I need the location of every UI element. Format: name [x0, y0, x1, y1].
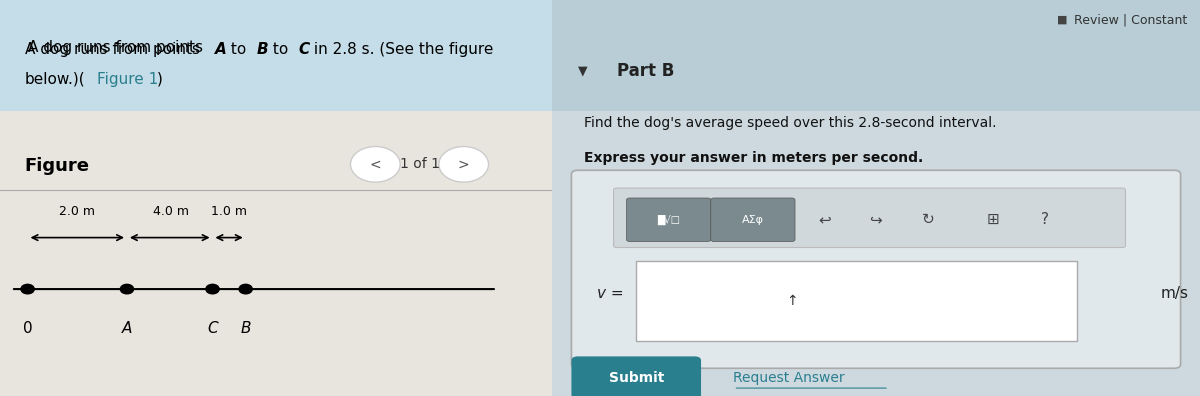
- Text: C: C: [208, 321, 218, 336]
- Text: to: to: [268, 42, 293, 57]
- FancyBboxPatch shape: [626, 198, 710, 242]
- Text: ): ): [157, 72, 163, 87]
- FancyBboxPatch shape: [710, 198, 796, 242]
- Text: Figure 1: Figure 1: [96, 72, 158, 87]
- Circle shape: [120, 284, 133, 294]
- FancyBboxPatch shape: [552, 0, 1200, 111]
- Text: Figure: Figure: [25, 157, 90, 175]
- Text: ΑΣφ: ΑΣφ: [742, 215, 764, 225]
- Text: A dog runs from points: A dog runs from points: [25, 42, 205, 57]
- Circle shape: [439, 147, 488, 182]
- Text: v =: v =: [598, 286, 624, 301]
- Text: 1 of 1: 1 of 1: [400, 157, 439, 171]
- Text: C: C: [298, 42, 310, 57]
- Text: Find the dog's average speed over this 2.8-second interval.: Find the dog's average speed over this 2…: [584, 116, 997, 130]
- FancyBboxPatch shape: [552, 0, 1200, 396]
- FancyBboxPatch shape: [571, 356, 701, 396]
- Text: Review | Constant: Review | Constant: [1074, 13, 1187, 26]
- Text: below.)(: below.)(: [25, 72, 85, 87]
- Circle shape: [350, 147, 401, 182]
- Text: ■: ■: [1057, 15, 1068, 25]
- Text: 2.0 m: 2.0 m: [59, 205, 95, 218]
- Text: A dog runs from points: A dog runs from points: [28, 40, 208, 55]
- Text: 1.0 m: 1.0 m: [211, 205, 247, 218]
- Text: ?: ?: [1040, 212, 1049, 227]
- FancyBboxPatch shape: [613, 188, 1126, 248]
- Text: Request Answer: Request Answer: [733, 371, 845, 385]
- Text: >: >: [458, 157, 469, 171]
- Text: Part B: Part B: [617, 62, 674, 80]
- Text: m/s: m/s: [1162, 286, 1189, 301]
- FancyBboxPatch shape: [636, 261, 1076, 341]
- Text: <: <: [370, 157, 382, 171]
- Circle shape: [206, 284, 220, 294]
- Circle shape: [239, 284, 252, 294]
- FancyBboxPatch shape: [0, 111, 552, 396]
- FancyBboxPatch shape: [571, 170, 1181, 368]
- Text: 4.0 m: 4.0 m: [154, 205, 190, 218]
- Text: ↪: ↪: [870, 212, 882, 227]
- Text: B: B: [257, 42, 269, 57]
- Circle shape: [20, 284, 35, 294]
- Text: Express your answer in meters per second.: Express your answer in meters per second…: [584, 151, 924, 166]
- Text: █√□: █√□: [658, 215, 680, 225]
- Text: to: to: [227, 42, 252, 57]
- Text: in 2.8 s. (See the figure: in 2.8 s. (See the figure: [310, 42, 493, 57]
- Text: ↻: ↻: [922, 212, 935, 227]
- Text: 0: 0: [23, 321, 32, 336]
- Text: ▼: ▼: [578, 65, 588, 78]
- Text: ⊞: ⊞: [986, 212, 1000, 227]
- FancyBboxPatch shape: [0, 0, 552, 111]
- Text: B: B: [240, 321, 251, 336]
- Text: A: A: [121, 321, 132, 336]
- Text: ↑: ↑: [786, 294, 798, 308]
- Text: Submit: Submit: [608, 371, 664, 385]
- Text: A: A: [215, 42, 227, 57]
- Text: ↩: ↩: [817, 212, 830, 227]
